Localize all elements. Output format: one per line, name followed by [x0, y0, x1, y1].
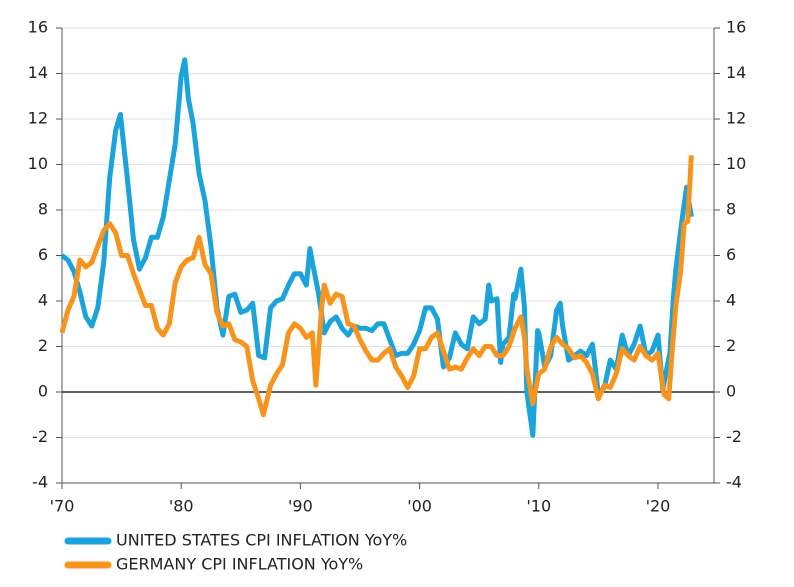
y2-tick-label: -2 [726, 427, 742, 446]
legend-label: GERMANY CPI INFLATION YoY% [116, 555, 363, 574]
y2-tick-label: 12 [726, 109, 746, 128]
x-tick-label: '20 [646, 497, 671, 516]
y-tick-label: -2 [32, 427, 48, 446]
y-tick-label: 6 [38, 245, 48, 264]
x-tick-label: '70 [50, 497, 75, 516]
y-tick-label: 16 [28, 18, 48, 37]
y-tick-label: 2 [38, 336, 48, 355]
y2-tick-label: 0 [726, 382, 736, 401]
y2-tick-label: -4 [726, 473, 742, 492]
y-tick-label: 10 [28, 154, 48, 173]
y-tick-label: -4 [32, 473, 48, 492]
series-line [60, 57, 694, 438]
y2-tick-label: 2 [726, 336, 736, 355]
y2-tick-label: 4 [726, 291, 736, 310]
y-tick-label: 0 [38, 382, 48, 401]
y-tick-label: 4 [38, 291, 48, 310]
y2-tick-label: 14 [726, 63, 746, 82]
y-tick-label: 12 [28, 109, 48, 128]
x-tick-label: '90 [288, 497, 313, 516]
y2-tick-label: 6 [726, 245, 736, 264]
x-tick-label: '10 [526, 497, 551, 516]
y2-tick-label: 16 [726, 18, 746, 37]
y-tick-label: 14 [28, 63, 48, 82]
y2-tick-label: 8 [726, 200, 736, 219]
x-tick-label: '80 [169, 497, 194, 516]
x-tick-label: '00 [407, 497, 432, 516]
series-line [59, 155, 694, 418]
y2-tick-label: 10 [726, 154, 746, 173]
y-tick-label: 8 [38, 200, 48, 219]
legend-label: UNITED STATES CPI INFLATION YoY% [116, 531, 407, 550]
